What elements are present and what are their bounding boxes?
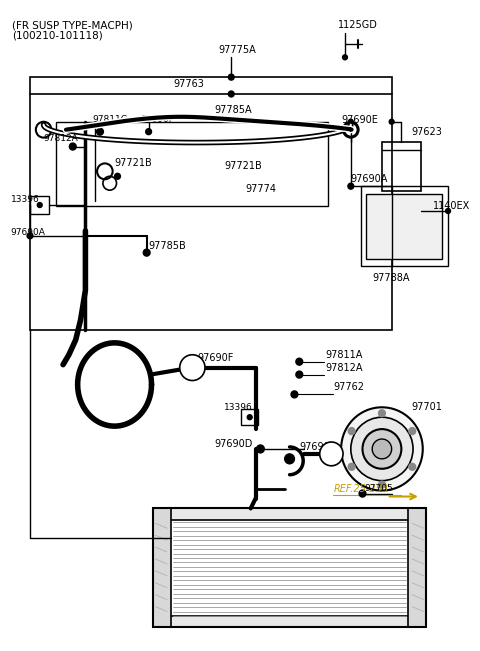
Text: 97811A: 97811A — [325, 350, 363, 360]
Text: 97690A: 97690A — [11, 229, 46, 238]
Circle shape — [247, 415, 252, 420]
Text: 97690E: 97690E — [341, 115, 378, 125]
Bar — [154, 508, 171, 628]
Circle shape — [341, 408, 423, 491]
Circle shape — [359, 490, 366, 497]
Bar — [360, 186, 448, 266]
Bar — [154, 508, 426, 628]
Circle shape — [180, 355, 205, 381]
Circle shape — [348, 119, 353, 124]
Circle shape — [379, 409, 385, 417]
Bar — [366, 194, 442, 258]
Text: 1125GD: 1125GD — [338, 20, 378, 29]
Text: 97705: 97705 — [364, 484, 393, 493]
Circle shape — [343, 55, 348, 60]
Circle shape — [115, 173, 120, 179]
Text: A: A — [328, 449, 334, 458]
Text: 97623: 97623 — [411, 127, 442, 137]
Text: 97690D: 97690D — [215, 439, 253, 449]
Circle shape — [348, 428, 355, 435]
Text: 97811C: 97811C — [92, 115, 127, 124]
Circle shape — [348, 464, 355, 470]
Bar — [30, 77, 392, 330]
Circle shape — [348, 183, 354, 189]
Text: A: A — [190, 363, 195, 372]
Text: 13396: 13396 — [225, 403, 253, 412]
Text: 97774: 97774 — [246, 184, 277, 194]
Text: 97701: 97701 — [411, 402, 442, 412]
Circle shape — [146, 129, 152, 135]
Text: 97690F: 97690F — [141, 115, 175, 124]
Text: 97785A: 97785A — [215, 105, 252, 115]
Bar — [154, 615, 426, 628]
Text: 97721B: 97721B — [115, 158, 152, 169]
Circle shape — [27, 233, 33, 239]
Circle shape — [409, 464, 416, 470]
Text: 97788A: 97788A — [372, 273, 410, 283]
Circle shape — [409, 428, 416, 435]
Circle shape — [445, 208, 450, 214]
Text: 97785B: 97785B — [149, 241, 186, 251]
Bar — [30, 196, 49, 214]
Text: 1140EX: 1140EX — [432, 201, 470, 211]
Circle shape — [256, 445, 264, 453]
Text: 97762: 97762 — [333, 383, 364, 393]
Circle shape — [351, 417, 413, 480]
Circle shape — [362, 429, 401, 469]
Text: (100210-101118): (100210-101118) — [12, 31, 103, 40]
Circle shape — [285, 454, 294, 464]
Circle shape — [296, 371, 303, 378]
Circle shape — [70, 143, 76, 150]
Circle shape — [291, 391, 298, 398]
Text: 97775A: 97775A — [218, 46, 256, 55]
Bar — [382, 141, 421, 191]
Circle shape — [143, 249, 150, 256]
Text: 97690A: 97690A — [351, 174, 388, 184]
Text: (FR SUSP TYPE-MACPH): (FR SUSP TYPE-MACPH) — [12, 21, 133, 31]
Circle shape — [96, 128, 103, 135]
Circle shape — [320, 442, 343, 466]
Text: 97721B: 97721B — [225, 161, 262, 171]
Text: 13396: 13396 — [11, 195, 39, 204]
Circle shape — [379, 481, 385, 488]
Circle shape — [389, 119, 394, 124]
Bar — [241, 409, 258, 425]
Circle shape — [296, 358, 303, 365]
Circle shape — [372, 439, 392, 459]
Text: 97690F: 97690F — [197, 353, 234, 363]
Bar — [56, 122, 328, 206]
Bar — [154, 508, 426, 520]
Text: 97812A: 97812A — [44, 134, 78, 143]
Circle shape — [37, 202, 42, 208]
Bar — [408, 508, 426, 628]
Text: REF.25-253: REF.25-253 — [333, 484, 388, 493]
Circle shape — [228, 74, 234, 80]
Text: 97690D: 97690D — [300, 442, 337, 452]
Text: 97763: 97763 — [173, 79, 204, 89]
Text: 97812A: 97812A — [325, 363, 363, 372]
Circle shape — [228, 91, 234, 97]
